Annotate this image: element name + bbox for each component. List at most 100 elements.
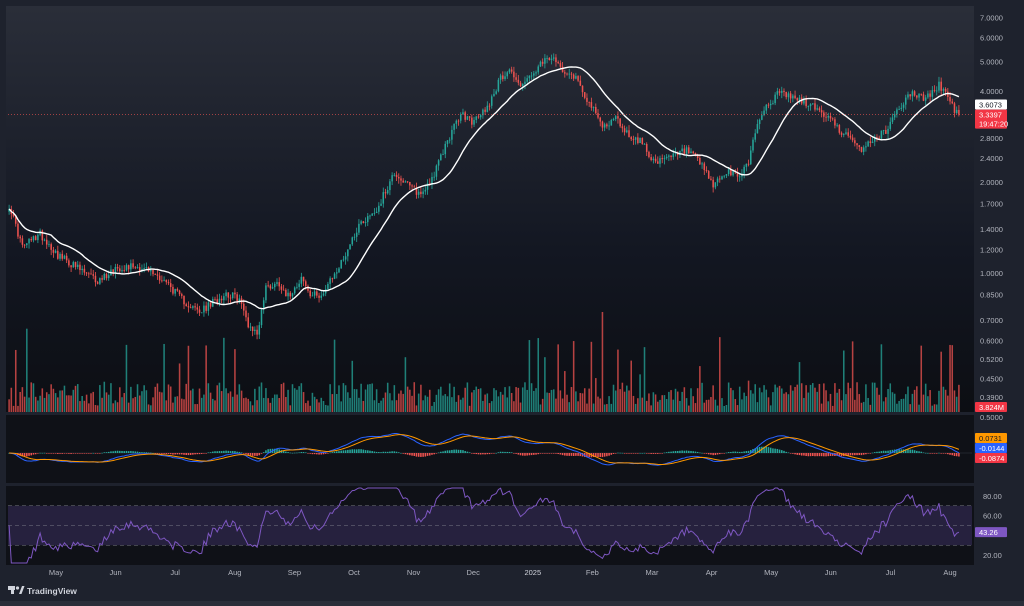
macd-histogram-bar [670, 451, 672, 453]
volume-bar [785, 392, 787, 412]
volume-bar [65, 395, 68, 412]
volume-bar [192, 388, 194, 412]
volume-bar [847, 382, 849, 412]
x-axis-label: Jun [825, 568, 837, 577]
macd-histogram-bar [858, 453, 861, 456]
candle-body [169, 283, 172, 287]
candle-body [882, 130, 885, 131]
candle-body [577, 76, 579, 81]
candle-body [623, 128, 626, 133]
price-tick-label: 0.8500 [980, 291, 1003, 300]
volume-bar [953, 390, 956, 412]
candle-body [508, 69, 511, 73]
volume-bar [216, 385, 218, 412]
candle-body [216, 299, 218, 304]
volume-bar [380, 400, 382, 412]
volume-bar [169, 386, 172, 412]
macd-histogram-bar [885, 450, 887, 453]
x-axis-label: Mar [646, 568, 659, 577]
macd-histogram-bar [929, 453, 931, 454]
macd-histogram-bar [444, 450, 447, 453]
tradingview-logo[interactable]: TradingView [8, 586, 77, 596]
volume-bar [838, 388, 841, 412]
macd-histogram-bar [947, 453, 949, 455]
volume-bar [579, 392, 582, 412]
volume-bar [650, 405, 652, 412]
volume-bar [34, 396, 37, 412]
volume-bar [504, 387, 506, 412]
macd-histogram-bar [568, 453, 571, 456]
macd-histogram-bar [198, 453, 201, 455]
candle-body [178, 290, 181, 295]
candle-body [406, 181, 409, 183]
macd-histogram-bar [570, 453, 573, 456]
volume-bar [289, 405, 292, 412]
candle-body [665, 156, 668, 159]
volume-bar [360, 383, 362, 412]
volume-bar [958, 384, 960, 412]
macd-histogram-bar [57, 453, 59, 454]
candle-body [45, 239, 48, 245]
volume-bar [572, 341, 575, 412]
candle-body [14, 216, 17, 224]
volume-bar [907, 386, 909, 412]
volume-bar [931, 405, 934, 412]
x-axis-label: 2025 [524, 568, 541, 577]
price-tick-label: 6.0000 [980, 34, 1003, 43]
volume-bar [683, 387, 686, 412]
macd-histogram-bar [417, 453, 420, 457]
candle-body [541, 61, 544, 64]
macd-histogram-bar [136, 451, 139, 453]
volume-bar [132, 398, 134, 412]
macd-histogram-bar [389, 451, 391, 453]
volume-bar [564, 371, 566, 412]
macd-histogram-bar [758, 446, 761, 453]
macd-histogram-bar [395, 451, 398, 453]
macd-histogram-bar [105, 452, 108, 453]
volume-bar [581, 393, 584, 412]
macd-histogram-bar [710, 453, 712, 455]
macd-histogram-bar [99, 453, 101, 454]
macd-histogram-bar [158, 453, 161, 454]
macd-histogram-bar [88, 453, 90, 454]
candle-body [347, 249, 349, 257]
price-tick-label: 7.0000 [980, 13, 1003, 22]
macd-histogram-bar [335, 451, 338, 453]
candle-body [707, 171, 710, 179]
macd-histogram-bar [541, 453, 544, 454]
volume-bar [417, 393, 420, 412]
volume-bar [194, 404, 196, 412]
macd-histogram-bar [174, 453, 176, 455]
volume-bar [147, 404, 150, 412]
volume-bar [329, 384, 331, 412]
macd-histogram-bar [836, 453, 838, 456]
volume-bar [719, 337, 721, 412]
macd-histogram-bar [369, 450, 371, 453]
volume-bar [187, 345, 190, 412]
macd-histogram-bar [114, 450, 117, 453]
candle-body [50, 244, 52, 250]
volume-bar [358, 397, 360, 412]
macd-histogram-bar [181, 453, 183, 455]
macd-histogram-bar [575, 453, 577, 456]
macd-histogram-bar [679, 450, 681, 453]
volume-bar [490, 401, 493, 412]
candle-body [904, 97, 907, 105]
macd-histogram-bar [189, 453, 192, 455]
macd-histogram-bar [913, 450, 916, 453]
macd-histogram-bar [544, 453, 546, 454]
macd-histogram-bar [931, 453, 934, 454]
candle-body [719, 178, 721, 180]
macd-histogram-bar [134, 451, 137, 453]
macd-histogram-bar [26, 453, 28, 457]
candle-body [254, 329, 256, 332]
volume-bar [101, 397, 103, 412]
macd-histogram-bar [247, 453, 249, 455]
macd-histogram-bar [216, 451, 218, 453]
candle-body [130, 263, 132, 270]
volume-bar [769, 405, 772, 412]
candle-body [17, 223, 19, 237]
candle-body [451, 129, 453, 140]
macd-histogram-bar [147, 452, 150, 454]
